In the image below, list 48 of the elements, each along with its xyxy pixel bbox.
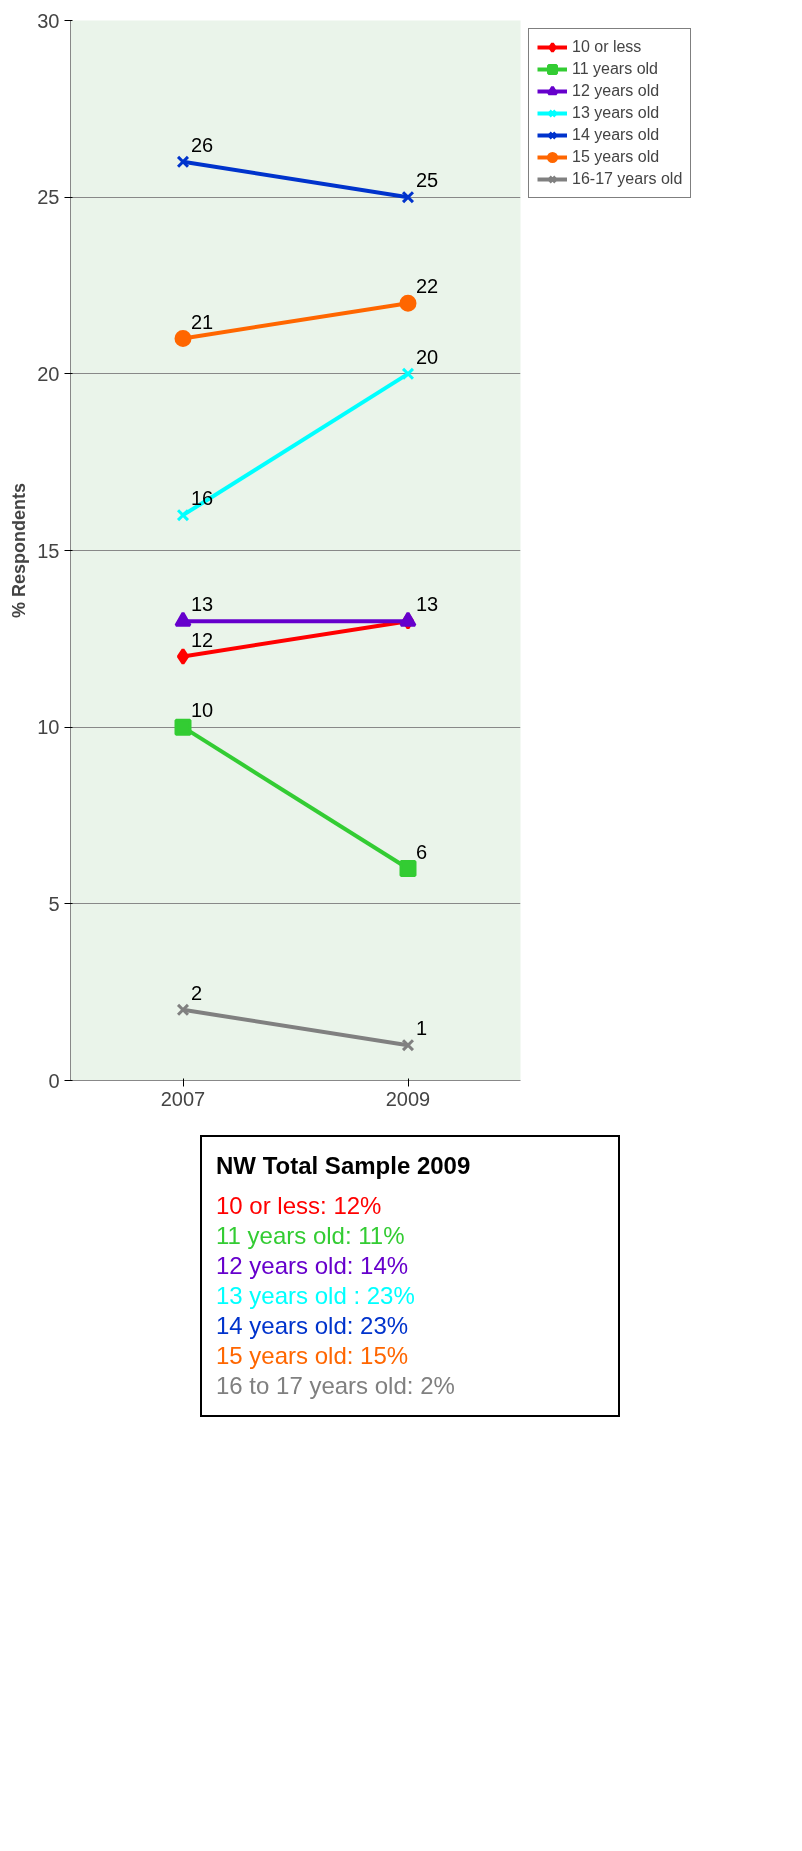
y-tick-label: 10 — [37, 716, 60, 739]
point — [401, 190, 415, 204]
data-label: 13 — [416, 593, 439, 616]
text: 12 years old: 14% — [216, 1251, 410, 1281]
data-label: 25 — [416, 169, 439, 192]
data-label: 6 — [416, 840, 428, 863]
text: 16 to 17 years old: 2% — [216, 1371, 456, 1401]
data-label: 2 — [191, 981, 203, 1004]
legend-label: 13 years old — [572, 104, 660, 122]
data-label: 12 — [191, 628, 214, 651]
point — [176, 1003, 190, 1017]
text: 10 or less: 12% — [216, 1191, 383, 1221]
data-label: 10 — [191, 699, 214, 722]
legend-label: 11 years old — [572, 60, 658, 78]
point — [399, 860, 417, 877]
text: 13 years old : 23% — [216, 1281, 416, 1311]
x-tick-label: 2009 — [385, 1087, 431, 1110]
legend-label: 15 years old — [572, 148, 660, 166]
data-label: 1 — [416, 1017, 428, 1040]
point — [176, 648, 190, 665]
point — [401, 1038, 415, 1052]
data-label: 20 — [416, 345, 439, 368]
y-tick-label: 0 — [48, 1069, 60, 1092]
y-tick-label: 30 — [37, 9, 60, 32]
y-axis-title: % Respondents — [9, 482, 30, 619]
legend-label: 16-17 years old — [572, 170, 683, 188]
y-tick-label: 20 — [37, 362, 60, 385]
legend-label: 14 years old — [572, 126, 660, 144]
x-tick-label: 2007 — [160, 1087, 206, 1110]
legend-label: 10 or less — [572, 38, 642, 56]
y-tick-label: 15 — [37, 539, 60, 562]
legend-label: 12 years old — [572, 82, 660, 100]
y-tick-label: 5 — [48, 892, 60, 915]
data-label: 21 — [191, 310, 214, 333]
data-label: 26 — [191, 133, 214, 156]
text: NW Total Sample 2009 — [216, 1151, 471, 1181]
point — [174, 330, 192, 347]
data-label: 13 — [191, 593, 214, 616]
point — [399, 294, 417, 312]
text: 14 years old: 23% — [216, 1311, 410, 1341]
point — [176, 155, 190, 169]
point — [176, 508, 190, 522]
text: 15 years old: 15% — [216, 1341, 410, 1371]
text: 11 years old: 11% — [216, 1221, 406, 1251]
data-label: 22 — [416, 275, 439, 298]
y-tick-label: 25 — [37, 186, 60, 209]
point — [401, 367, 415, 381]
point — [174, 718, 192, 736]
